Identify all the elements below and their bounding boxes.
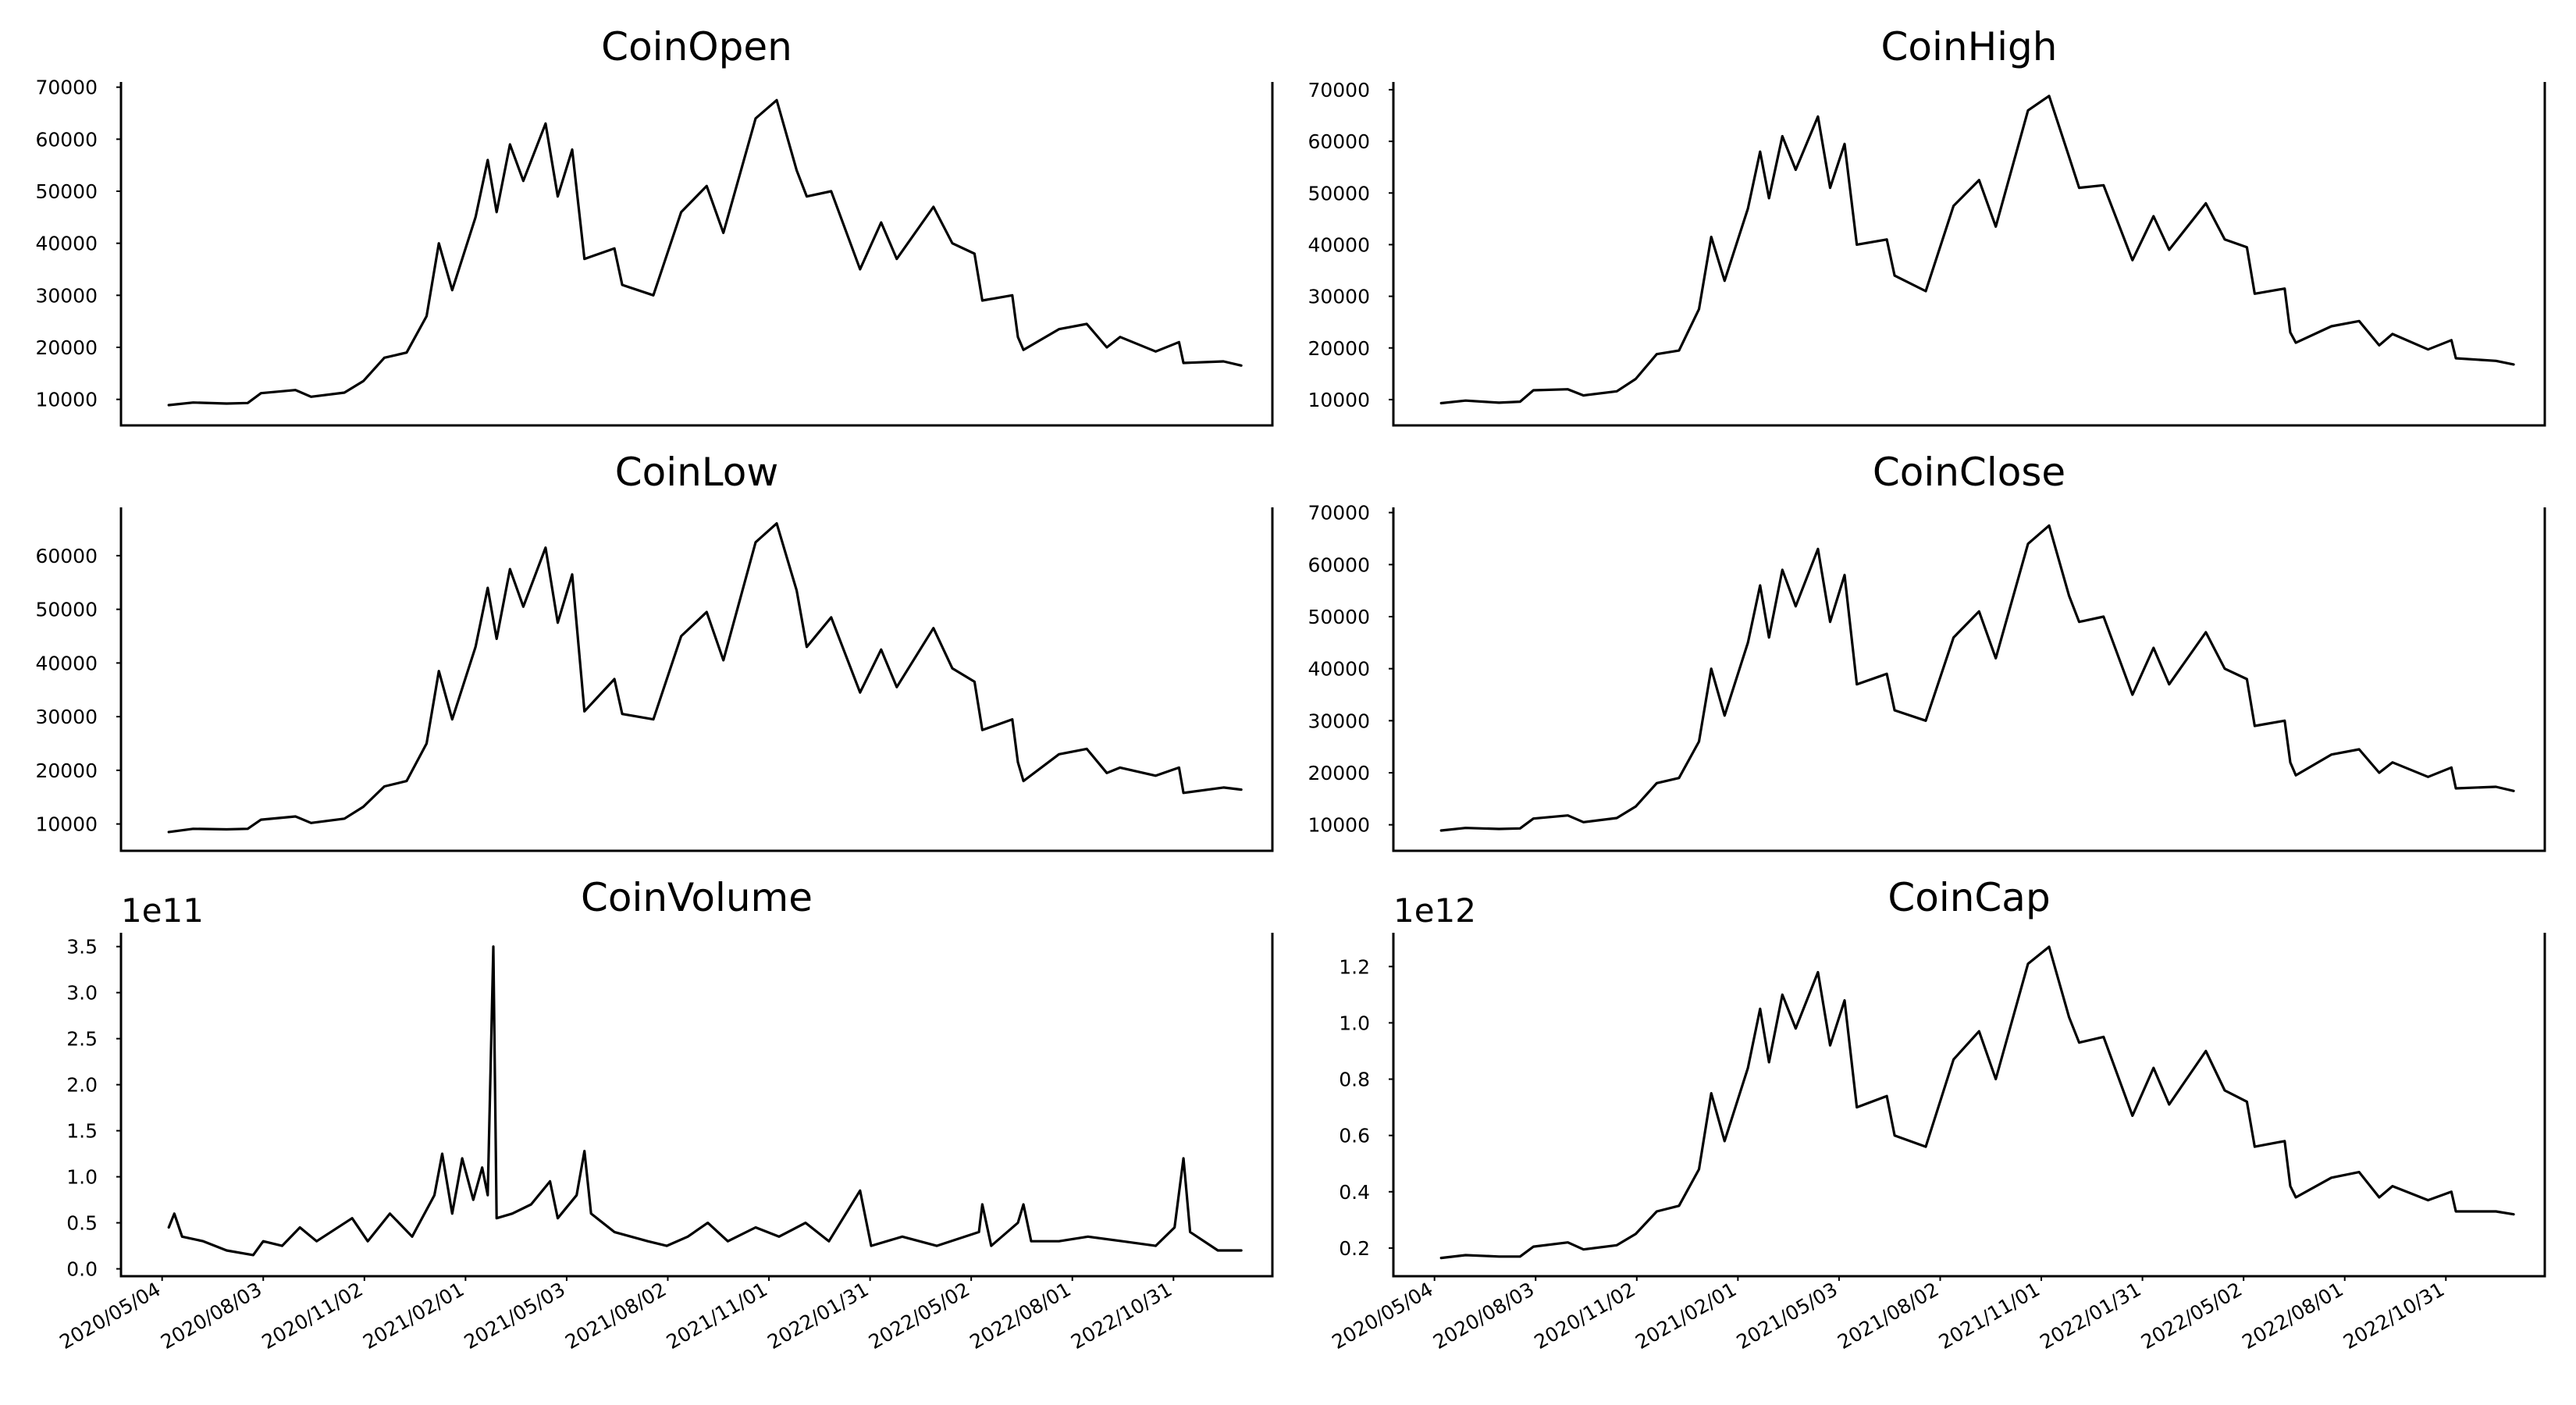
coinlow-y-tick-label: 60000 bbox=[35, 545, 98, 567]
coincap-x-tick-label: 2022/10/31 bbox=[2339, 1278, 2448, 1353]
coinvolume-x-tick-label: 2021/11/01 bbox=[663, 1278, 771, 1353]
coinvolume-offset-label: 1e11 bbox=[121, 891, 204, 930]
coinvolume-y-tick-label: 3.5 bbox=[66, 936, 98, 959]
coinlow-y-tick-label: 10000 bbox=[35, 813, 98, 836]
coincap-y-tick-label: 1.0 bbox=[1339, 1012, 1370, 1034]
coinvolume-y-tick-label: 1.5 bbox=[66, 1120, 98, 1143]
coinclose-series-line bbox=[1439, 524, 2515, 832]
coinopen-y-tick-label: 40000 bbox=[35, 233, 98, 255]
coinopen-y-tick-label: 10000 bbox=[35, 389, 98, 411]
coincap-x-tick-label: 2022/01/31 bbox=[2036, 1278, 2144, 1353]
coinvolume-series-line bbox=[167, 945, 1243, 1257]
coincap-x-tick-label: 2022/08/01 bbox=[2238, 1278, 2347, 1353]
coincap-title: CoinCap bbox=[1888, 875, 2050, 920]
coinclose-y-tick-label: 70000 bbox=[1308, 502, 1370, 525]
coinhigh-y-tick-label: 40000 bbox=[1308, 233, 1370, 256]
coincap-y-tick-label: 1.2 bbox=[1339, 955, 1370, 978]
coinlow-y-tick-label: 40000 bbox=[35, 652, 98, 674]
coincap-x-tick-label: 2021/08/02 bbox=[1834, 1278, 1942, 1353]
coinclose-title: CoinClose bbox=[1873, 450, 2065, 495]
coincap-x-tick-label: 2020/11/02 bbox=[1531, 1278, 1639, 1353]
coinvolume-x-tick-label: 2022/08/01 bbox=[966, 1278, 1074, 1353]
coinopen-y-tick-label: 30000 bbox=[35, 284, 98, 307]
coinvolume-x-tick-label: 2020/08/03 bbox=[157, 1278, 265, 1353]
coinvolume-title: CoinVolume bbox=[581, 875, 813, 920]
coinopen-title: CoinOpen bbox=[601, 24, 792, 69]
coinclose-y-tick-label: 40000 bbox=[1308, 658, 1370, 681]
coincap-y-tick-label: 0.2 bbox=[1339, 1237, 1370, 1260]
coinopen-y-tick-label: 60000 bbox=[35, 128, 98, 151]
coinopen-y-tick-label: 50000 bbox=[35, 180, 98, 203]
coincap-x-tick-label: 2021/05/03 bbox=[1733, 1278, 1841, 1353]
coinopen-y-tick-label: 70000 bbox=[35, 76, 98, 99]
coincap-x-tick-label: 2020/05/04 bbox=[1328, 1278, 1436, 1353]
coinclose-y-tick-label: 20000 bbox=[1308, 762, 1370, 784]
coinhigh-y-tick-label: 30000 bbox=[1308, 286, 1370, 308]
coinvolume-x-tick-label: 2021/08/02 bbox=[561, 1278, 670, 1353]
coinhigh-y-tick-label: 70000 bbox=[1308, 79, 1370, 101]
coinclose-y-tick-label: 60000 bbox=[1308, 553, 1370, 576]
coincap-series-line bbox=[1439, 945, 2515, 1260]
coincap-y-tick-label: 0.6 bbox=[1339, 1125, 1370, 1147]
coinvolume-y-tick-label: 0.5 bbox=[66, 1212, 98, 1235]
coinvolume-y-tick-label: 2.0 bbox=[66, 1074, 98, 1097]
coinhigh-y-tick-label: 60000 bbox=[1308, 130, 1370, 153]
coinlow-y-tick-label: 30000 bbox=[35, 706, 98, 728]
coinhigh-y-tick-label: 10000 bbox=[1308, 389, 1370, 411]
coinvolume-y-tick-label: 2.5 bbox=[66, 1028, 98, 1051]
coinhigh-title: CoinHigh bbox=[1880, 24, 2057, 69]
coinhigh-series-line bbox=[1439, 94, 2515, 405]
coinvolume-y-tick-label: 1.0 bbox=[66, 1166, 98, 1189]
coinvolume-x-tick-label: 2022/01/31 bbox=[763, 1278, 872, 1353]
coincap-x-tick-label: 2021/11/01 bbox=[1935, 1278, 2044, 1353]
coinvolume-y-tick-label: 0.0 bbox=[66, 1258, 98, 1281]
coinvolume-x-tick-label: 2022/10/31 bbox=[1067, 1278, 1176, 1353]
coincap-y-tick-label: 0.8 bbox=[1339, 1069, 1370, 1091]
coinlow-series-line bbox=[167, 521, 1243, 834]
coinhigh-y-tick-label: 50000 bbox=[1308, 182, 1370, 205]
coinopen-y-tick-label: 20000 bbox=[35, 336, 98, 359]
coinclose-y-tick-label: 50000 bbox=[1308, 606, 1370, 628]
coinlow-title: CoinLow bbox=[615, 450, 779, 495]
coinvolume-x-tick-label: 2021/02/01 bbox=[359, 1278, 468, 1353]
coinclose-y-tick-label: 10000 bbox=[1308, 814, 1370, 837]
coinclose-y-tick-label: 30000 bbox=[1308, 710, 1370, 732]
coincap-offset-label: 1e12 bbox=[1393, 891, 1476, 930]
coinvolume-x-tick-label: 2021/05/03 bbox=[461, 1278, 569, 1353]
coinvolume-x-tick-label: 2020/11/02 bbox=[258, 1278, 367, 1353]
coinvolume-x-tick-label: 2020/05/04 bbox=[55, 1278, 164, 1353]
coincap-y-tick-label: 0.4 bbox=[1339, 1181, 1370, 1204]
coincap-x-tick-label: 2020/08/03 bbox=[1429, 1278, 1538, 1353]
coinopen-series-line bbox=[167, 98, 1243, 407]
coincap-x-tick-label: 2022/05/02 bbox=[2137, 1278, 2246, 1353]
coincap-x-tick-label: 2021/02/01 bbox=[1631, 1278, 1740, 1353]
coinlow-y-tick-label: 50000 bbox=[35, 599, 98, 621]
coinvolume-y-tick-label: 3.0 bbox=[66, 982, 98, 1005]
coinvolume-x-tick-label: 2022/05/02 bbox=[865, 1278, 973, 1353]
coinlow-y-tick-label: 20000 bbox=[35, 759, 98, 782]
coinhigh-y-tick-label: 20000 bbox=[1308, 337, 1370, 360]
